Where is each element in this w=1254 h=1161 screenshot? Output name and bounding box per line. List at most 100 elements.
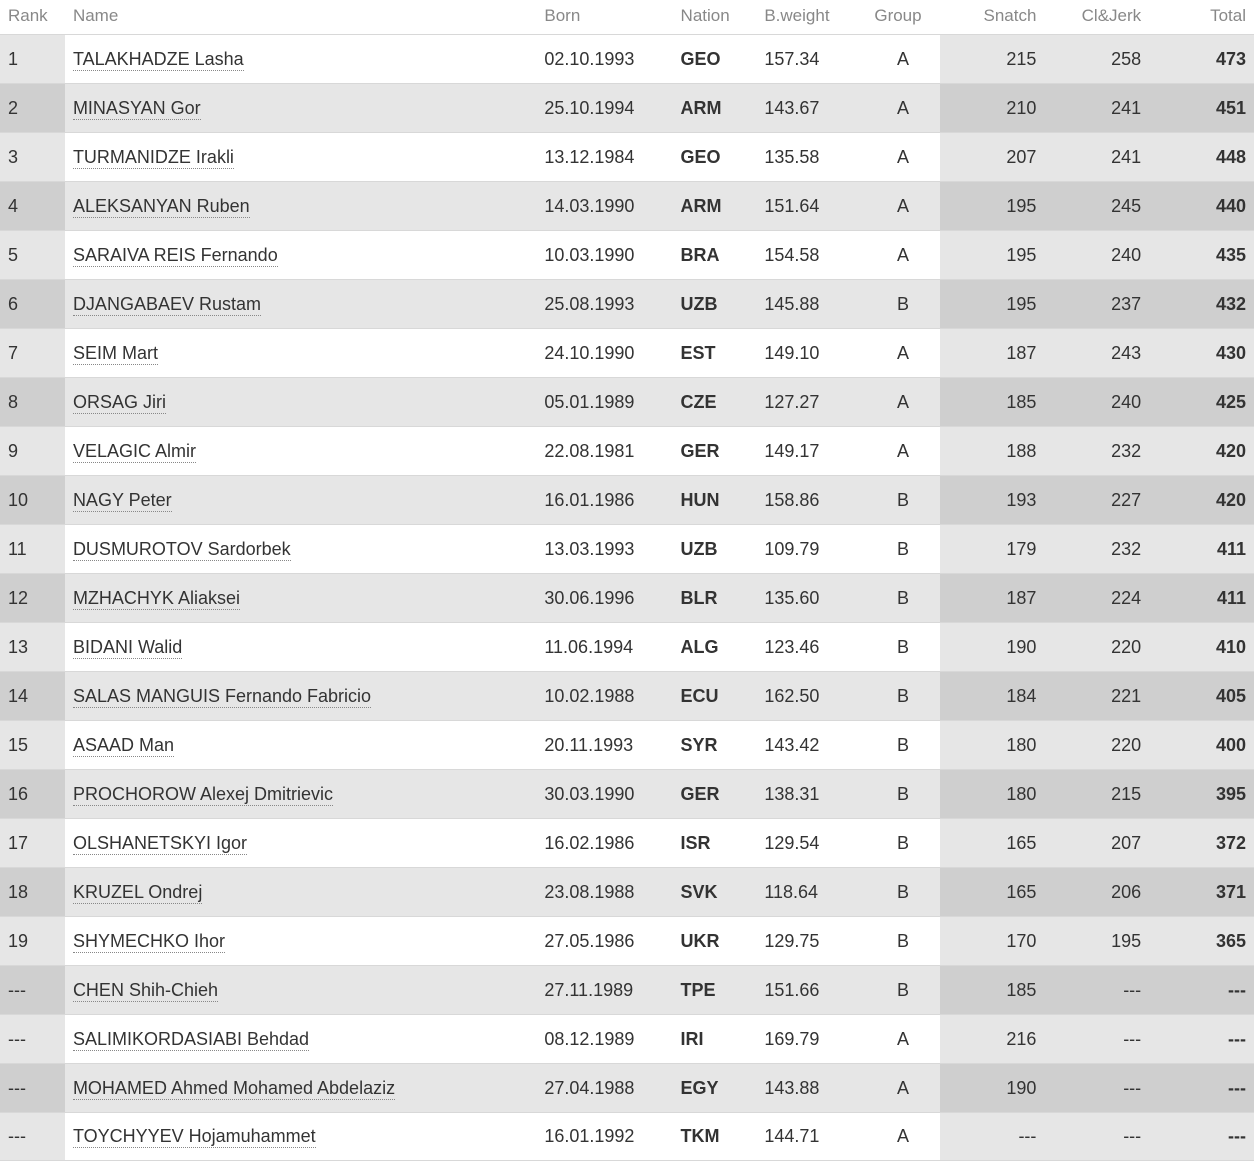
cell-name[interactable]: ALEKSANYAN Ruben xyxy=(65,181,536,230)
cell-total: 411 xyxy=(1149,573,1254,622)
athlete-name-link[interactable]: OLSHANETSKYI Igor xyxy=(73,833,247,855)
cell-name[interactable]: MINASYAN Gor xyxy=(65,83,536,132)
table-row: 16PROCHOROW Alexej Dmitrievic30.03.1990G… xyxy=(0,769,1254,818)
athlete-name-link[interactable]: SALAS MANGUIS Fernando Fabricio xyxy=(73,686,371,708)
header-nation[interactable]: Nation xyxy=(673,0,757,34)
cell-snatch: 195 xyxy=(940,181,1045,230)
cell-name[interactable]: SARAIVA REIS Fernando xyxy=(65,230,536,279)
header-rank[interactable]: Rank xyxy=(0,0,65,34)
cell-bw: 149.17 xyxy=(756,426,866,475)
athlete-name-link[interactable]: TOYCHYYEV Hojamuhammet xyxy=(73,1126,316,1148)
table-row: ---TOYCHYYEV Hojamuhammet16.01.1992TKM14… xyxy=(0,1112,1254,1161)
athlete-name-link[interactable]: CHEN Shih-Chieh xyxy=(73,980,218,1002)
cell-nation: GER xyxy=(673,426,757,475)
table-row: 19SHYMECHKO Ihor27.05.1986UKR129.75B1701… xyxy=(0,916,1254,965)
cell-total: 435 xyxy=(1149,230,1254,279)
cell-bw: 169.79 xyxy=(756,1014,866,1063)
header-bweight[interactable]: B.weight xyxy=(756,0,866,34)
cell-bw: 145.88 xyxy=(756,279,866,328)
cell-name[interactable]: MOHAMED Ahmed Mohamed Abdelaziz xyxy=(65,1063,536,1112)
cell-cj: 206 xyxy=(1044,867,1149,916)
cell-born: 08.12.1989 xyxy=(536,1014,672,1063)
cell-born: 14.03.1990 xyxy=(536,181,672,230)
header-group[interactable]: Group xyxy=(866,0,939,34)
cell-cj: 241 xyxy=(1044,83,1149,132)
cell-nation: EGY xyxy=(673,1063,757,1112)
cell-name[interactable]: SHYMECHKO Ihor xyxy=(65,916,536,965)
athlete-name-link[interactable]: NAGY Peter xyxy=(73,490,172,512)
cell-name[interactable]: PROCHOROW Alexej Dmitrievic xyxy=(65,769,536,818)
athlete-name-link[interactable]: DJANGABAEV Rustam xyxy=(73,294,261,316)
athlete-name-link[interactable]: SALIMIKORDASIABI Behdad xyxy=(73,1029,309,1051)
cell-total: --- xyxy=(1149,965,1254,1014)
header-cljerk[interactable]: Cl&Jerk xyxy=(1044,0,1149,34)
cell-cj: 240 xyxy=(1044,230,1149,279)
cell-rank: 2 xyxy=(0,83,65,132)
table-row: 11DUSMUROTOV Sardorbek13.03.1993UZB109.7… xyxy=(0,524,1254,573)
cell-name[interactable]: TALAKHADZE Lasha xyxy=(65,34,536,83)
cell-name[interactable]: TURMANIDZE Irakli xyxy=(65,132,536,181)
cell-total: 473 xyxy=(1149,34,1254,83)
athlete-name-link[interactable]: ORSAG Jiri xyxy=(73,392,166,414)
cell-name[interactable]: MZHACHYK Aliaksei xyxy=(65,573,536,622)
cell-total: 420 xyxy=(1149,475,1254,524)
header-name[interactable]: Name xyxy=(65,0,536,34)
cell-group: B xyxy=(866,573,939,622)
cell-name[interactable]: OLSHANETSKYI Igor xyxy=(65,818,536,867)
athlete-name-link[interactable]: ASAAD Man xyxy=(73,735,174,757)
cell-name[interactable]: SALAS MANGUIS Fernando Fabricio xyxy=(65,671,536,720)
athlete-name-link[interactable]: SARAIVA REIS Fernando xyxy=(73,245,278,267)
cell-name[interactable]: NAGY Peter xyxy=(65,475,536,524)
athlete-name-link[interactable]: TURMANIDZE Irakli xyxy=(73,147,234,169)
table-row: 8ORSAG Jiri05.01.1989CZE127.27A185240425 xyxy=(0,377,1254,426)
athlete-name-link[interactable]: MINASYAN Gor xyxy=(73,98,201,120)
cell-born: 20.11.1993 xyxy=(536,720,672,769)
cell-snatch: 195 xyxy=(940,279,1045,328)
header-born[interactable]: Born xyxy=(536,0,672,34)
cell-name[interactable]: SALIMIKORDASIABI Behdad xyxy=(65,1014,536,1063)
table-row: 14SALAS MANGUIS Fernando Fabricio10.02.1… xyxy=(0,671,1254,720)
cell-snatch: --- xyxy=(940,1112,1045,1161)
cell-bw: 123.46 xyxy=(756,622,866,671)
athlete-name-link[interactable]: MZHACHYK Aliaksei xyxy=(73,588,240,610)
cell-rank: 13 xyxy=(0,622,65,671)
cell-name[interactable]: ORSAG Jiri xyxy=(65,377,536,426)
cell-group: A xyxy=(866,1112,939,1161)
cell-name[interactable]: SEIM Mart xyxy=(65,328,536,377)
cell-name[interactable]: ASAAD Man xyxy=(65,720,536,769)
athlete-name-link[interactable]: SHYMECHKO Ihor xyxy=(73,931,225,953)
athlete-name-link[interactable]: TALAKHADZE Lasha xyxy=(73,49,244,71)
cell-name[interactable]: BIDANI Walid xyxy=(65,622,536,671)
cell-cj: 258 xyxy=(1044,34,1149,83)
table-row: 12MZHACHYK Aliaksei30.06.1996BLR135.60B1… xyxy=(0,573,1254,622)
cell-bw: 109.79 xyxy=(756,524,866,573)
header-snatch[interactable]: Snatch xyxy=(940,0,1045,34)
cell-name[interactable]: VELAGIC Almir xyxy=(65,426,536,475)
cell-name[interactable]: DUSMUROTOV Sardorbek xyxy=(65,524,536,573)
cell-name[interactable]: CHEN Shih-Chieh xyxy=(65,965,536,1014)
cell-group: B xyxy=(866,720,939,769)
cell-snatch: 190 xyxy=(940,622,1045,671)
cell-name[interactable]: TOYCHYYEV Hojamuhammet xyxy=(65,1112,536,1161)
athlete-name-link[interactable]: KRUZEL Ondrej xyxy=(73,882,202,904)
cell-cj: 240 xyxy=(1044,377,1149,426)
header-total[interactable]: Total xyxy=(1149,0,1254,34)
athlete-name-link[interactable]: ALEKSANYAN Ruben xyxy=(73,196,250,218)
athlete-name-link[interactable]: MOHAMED Ahmed Mohamed Abdelaziz xyxy=(73,1078,395,1100)
table-row: ---CHEN Shih-Chieh27.11.1989TPE151.66B18… xyxy=(0,965,1254,1014)
cell-born: 13.03.1993 xyxy=(536,524,672,573)
athlete-name-link[interactable]: BIDANI Walid xyxy=(73,637,182,659)
table-row: 4ALEKSANYAN Ruben14.03.1990ARM151.64A195… xyxy=(0,181,1254,230)
table-row: 3TURMANIDZE Irakli13.12.1984GEO135.58A20… xyxy=(0,132,1254,181)
cell-rank: 15 xyxy=(0,720,65,769)
cell-rank: 19 xyxy=(0,916,65,965)
athlete-name-link[interactable]: DUSMUROTOV Sardorbek xyxy=(73,539,291,561)
athlete-name-link[interactable]: PROCHOROW Alexej Dmitrievic xyxy=(73,784,333,806)
cell-name[interactable]: KRUZEL Ondrej xyxy=(65,867,536,916)
cell-born: 30.06.1996 xyxy=(536,573,672,622)
cell-name[interactable]: DJANGABAEV Rustam xyxy=(65,279,536,328)
athlete-name-link[interactable]: VELAGIC Almir xyxy=(73,441,196,463)
cell-born: 16.01.1986 xyxy=(536,475,672,524)
cell-cj: 207 xyxy=(1044,818,1149,867)
athlete-name-link[interactable]: SEIM Mart xyxy=(73,343,158,365)
